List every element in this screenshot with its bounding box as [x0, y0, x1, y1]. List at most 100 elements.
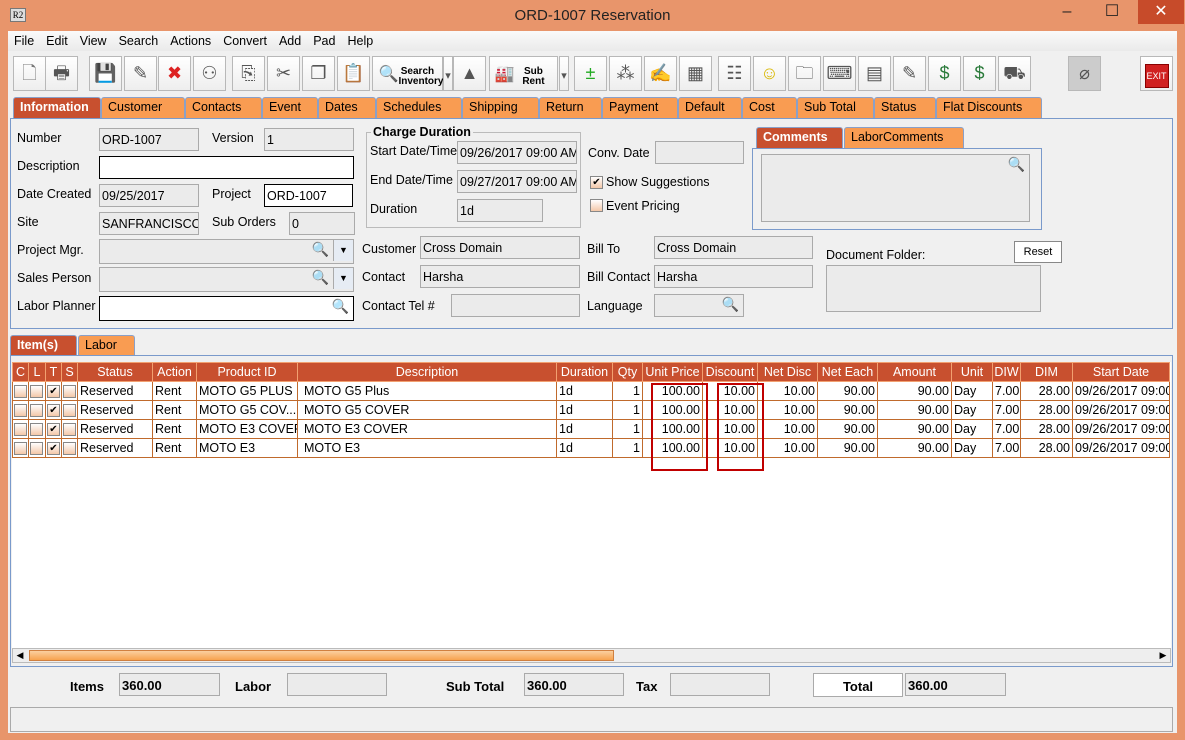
toolbar-button-sub-rent[interactable]: 🏭 Sub Rent [489, 56, 558, 91]
table-row[interactable]: ✔ Reserved Rent MOTO G5 PLUS MOTO G5 Plus 1d 1… [12, 381, 1170, 401]
toolbar-button-copy-to[interactable]: ⎘ [232, 56, 265, 91]
t-checkbox[interactable]: ✔ [47, 403, 60, 417]
l-checkbox[interactable] [30, 422, 43, 436]
column-header-action[interactable]: Action [152, 362, 197, 382]
tab-return[interactable]: Return [539, 97, 602, 118]
cell-start-date[interactable]: 09/26/2017 09:00 [1072, 438, 1170, 458]
toolbar-button-binoculars[interactable]: ⚇ [193, 56, 226, 91]
cell-duration[interactable]: 1d [556, 438, 613, 458]
cell-product-id[interactable]: MOTO G5 PLUS [196, 381, 298, 401]
cell-discount[interactable]: 10.00 [702, 381, 758, 401]
column-header-discount[interactable]: Discount [702, 362, 758, 382]
toolbar-button-copy[interactable]: ❐ [302, 56, 335, 91]
tab-cost[interactable]: Cost [742, 97, 797, 118]
cell-discount[interactable]: 10.00 [702, 438, 758, 458]
search-icon[interactable]: 🔍 [721, 296, 739, 312]
toolbar-button-query-balls[interactable]: ⁂ [609, 56, 642, 91]
toolbar-button-paste[interactable]: 📋 [337, 56, 370, 91]
cell-duration[interactable]: 1d [556, 381, 613, 401]
s-checkbox[interactable] [63, 384, 76, 398]
tab-schedules[interactable]: Schedules [376, 97, 462, 118]
t-checkbox[interactable]: ✔ [47, 384, 60, 398]
toolbar-button-disabled-plug[interactable]: ⌀ [1068, 56, 1101, 91]
bill-contact-field[interactable]: Harsha [654, 265, 813, 288]
cell-action[interactable]: Rent [152, 400, 197, 420]
c-checkbox[interactable] [14, 441, 27, 455]
chevron-down-icon[interactable]: ▼ [333, 240, 353, 261]
toolbar-button-save[interactable]: 💾 [89, 56, 122, 91]
search-icon[interactable]: 🔍 [331, 298, 349, 314]
cell-net-each[interactable]: 90.00 [817, 400, 878, 420]
cell-description[interactable]: MOTO G5 COVER [297, 400, 557, 420]
c-checkbox[interactable] [14, 422, 27, 436]
cell-status[interactable]: Reserved [77, 438, 153, 458]
table-row[interactable]: ✔ Reserved Rent MOTO E3 MOTO E3 1d 1 100.00 10.0… [12, 438, 1170, 458]
cell-start-date[interactable]: 09/26/2017 09:00 [1072, 400, 1170, 420]
cell-dim[interactable]: 28.00 [1020, 381, 1073, 401]
menu-edit[interactable]: Edit [46, 34, 68, 48]
contact-field[interactable]: Harsha [420, 265, 580, 288]
t-checkbox[interactable]: ✔ [47, 422, 60, 436]
tab-contacts[interactable]: Contacts [185, 97, 262, 118]
tab-shipping[interactable]: Shipping [462, 97, 539, 118]
toolbar-button-edit-form[interactable]: ✎ [893, 56, 926, 91]
cell-start-date[interactable]: 09/26/2017 09:00 [1072, 381, 1170, 401]
column-header-unit-price[interactable]: Unit Price [642, 362, 703, 382]
tab-payment[interactable]: Payment [602, 97, 678, 118]
cell-net-each[interactable]: 90.00 [817, 419, 878, 439]
cell-status[interactable]: Reserved [77, 381, 153, 401]
cell-start-date[interactable]: 09/26/2017 09:00 [1072, 419, 1170, 439]
cell-unit-price[interactable]: 100.00 [642, 381, 703, 401]
toolbar-button-delete-x[interactable]: ✖ [158, 56, 191, 91]
cell-diw[interactable]: 7.00 [992, 400, 1021, 420]
table-row[interactable]: ✔ Reserved Rent MOTO G5 COV... MOTO G5 COVER… [12, 400, 1170, 420]
tab-labor-comments[interactable]: LaborComments [844, 127, 964, 148]
menu-help[interactable]: Help [347, 34, 374, 48]
cell-duration[interactable]: 1d [556, 419, 613, 439]
c-checkbox[interactable] [14, 384, 27, 398]
cell-amount[interactable]: 90.00 [877, 438, 952, 458]
column-header-product-id[interactable]: Product ID [196, 362, 298, 382]
tab-items[interactable]: Item(s) [10, 335, 77, 356]
customer-field[interactable]: Cross Domain [420, 236, 580, 259]
toolbar-button-dollar-notes[interactable]: $ [963, 56, 996, 91]
cell-net-disc[interactable]: 10.00 [757, 419, 818, 439]
scroll-right-icon[interactable]: ▶ [1159, 650, 1167, 660]
maximize-button[interactable]: ☐ [1104, 3, 1120, 20]
tab-information[interactable]: Information [13, 97, 101, 118]
c-checkbox[interactable] [14, 403, 27, 417]
menu-search[interactable]: Search [118, 34, 159, 48]
cell-discount[interactable]: 10.00 [702, 400, 758, 420]
search-icon[interactable]: 🔍 [311, 269, 329, 285]
l-checkbox[interactable] [30, 441, 43, 455]
cell-amount[interactable]: 90.00 [877, 400, 952, 420]
reset-button[interactable]: Reset [1014, 241, 1062, 263]
cell-product-id[interactable]: MOTO G5 COV... [196, 400, 298, 420]
s-checkbox[interactable] [63, 441, 76, 455]
cell-unit[interactable]: Day [951, 400, 993, 420]
column-header-net-each[interactable]: Net Each [817, 362, 878, 382]
toolbar-button-key[interactable]: ⌨ [823, 56, 856, 91]
tab-comments[interactable]: Comments [756, 127, 843, 148]
close-button[interactable]: ✕ [1138, 0, 1184, 24]
description-field[interactable] [99, 156, 354, 179]
cell-qty[interactable]: 1 [612, 438, 643, 458]
cell-action[interactable]: Rent [152, 438, 197, 458]
horizontal-scrollbar[interactable]: ◀ ▶ [12, 648, 1171, 663]
column-header-s[interactable]: S [61, 362, 78, 382]
toolbar-button-smiley[interactable]: ☺ [753, 56, 786, 91]
tab-status[interactable]: Status [874, 97, 936, 118]
toolbar-button-cut[interactable]: ✂ [267, 56, 300, 91]
toolbar-button-dropdown-arrow[interactable]: ▾ [443, 56, 453, 91]
tab-default[interactable]: Default [678, 97, 742, 118]
cell-status[interactable]: Reserved [77, 419, 153, 439]
menu-file[interactable]: File [14, 34, 35, 48]
column-header-status[interactable]: Status [77, 362, 153, 382]
l-checkbox[interactable] [30, 384, 43, 398]
column-header-duration[interactable]: Duration [556, 362, 613, 382]
cell-diw[interactable]: 7.00 [992, 381, 1021, 401]
toolbar-button-folder-clock[interactable]: 🗀 [788, 56, 821, 91]
menu-actions[interactable]: Actions [170, 34, 212, 48]
sales-person-field[interactable]: 🔍 ▼ [99, 267, 354, 292]
toolbar-button-edit-pencil[interactable]: ✎ [124, 56, 157, 91]
